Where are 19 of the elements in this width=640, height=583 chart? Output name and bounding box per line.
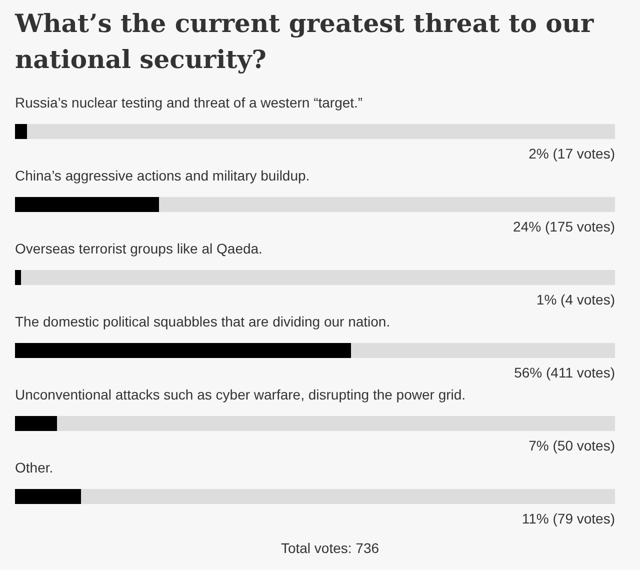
bar: [15, 124, 27, 139]
data-label: 1% (4 votes): [536, 292, 615, 308]
data-label: 2% (17 votes): [528, 146, 615, 162]
bar: [15, 416, 57, 431]
bar: [15, 489, 81, 504]
y-tick-label: Unconventional attacks such as cyber warfare, disrupting the power grid.: [15, 386, 466, 402]
data-label: 11% (79 votes): [522, 510, 615, 526]
y-tick-label: Russia’s nuclear testing and threat of a western “target.”: [15, 94, 363, 110]
y-tick-label: Other.: [15, 460, 54, 476]
y-tick-label: The domestic political squabbles that are dividing our nation.: [15, 314, 390, 330]
bar: [15, 197, 159, 212]
text: Total votes: 736: [280, 540, 380, 556]
data-label: 7% (50 votes): [528, 438, 615, 454]
bar: [15, 270, 21, 285]
data-label: 56% (411 votes): [514, 364, 615, 380]
y-tick-label: Overseas terrorist groups like al Qaeda.: [15, 240, 262, 256]
chart-title: What’s the current greatest threat to our national security?: [14, 9, 594, 74]
y-tick-label: China’s aggressive actions and military buildup.: [15, 168, 310, 184]
data-label: 24% (175 votes): [513, 218, 615, 234]
